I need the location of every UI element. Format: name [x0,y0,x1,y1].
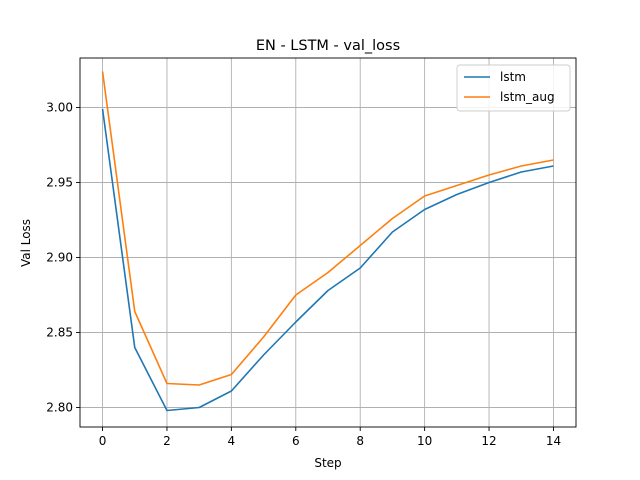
series-line-lstm-aug [101,71,554,386]
x-tick-label: 14 [546,434,561,448]
y-tick-label: 3.00 [46,101,73,115]
y-tick-label: 2.95 [46,176,73,190]
y-tick-label: 2.80 [46,401,73,415]
y-tick-label: 2.85 [46,326,73,340]
x-tick-label: 10 [417,434,432,448]
chart-title: EN - LSTM - val_loss [256,38,400,54]
x-tick-label: 12 [481,434,496,448]
x-axis-title: Step [314,456,341,470]
x-tick-label: 6 [292,434,300,448]
series-layer [101,71,554,412]
plot-frame [79,57,577,428]
x-tick-label: 0 [99,434,107,448]
y-axis-title: Val Loss [19,219,33,267]
grid-layer [80,58,576,427]
series-line-lstm [101,108,554,412]
x-tick-label: 8 [356,434,364,448]
tick-layer: 0 2 4 6 8 10 12 14 2.80 2.85 2.90 2.95 3.00 [46,101,561,449]
legend-label: lstm [500,70,526,84]
x-tick-label: 2 [163,434,171,448]
legend: lstm lstm_aug [456,64,571,112]
x-tick-label: 4 [228,434,236,448]
legend-label: lstm_aug [500,90,555,104]
y-tick-label: 2.90 [46,251,73,265]
